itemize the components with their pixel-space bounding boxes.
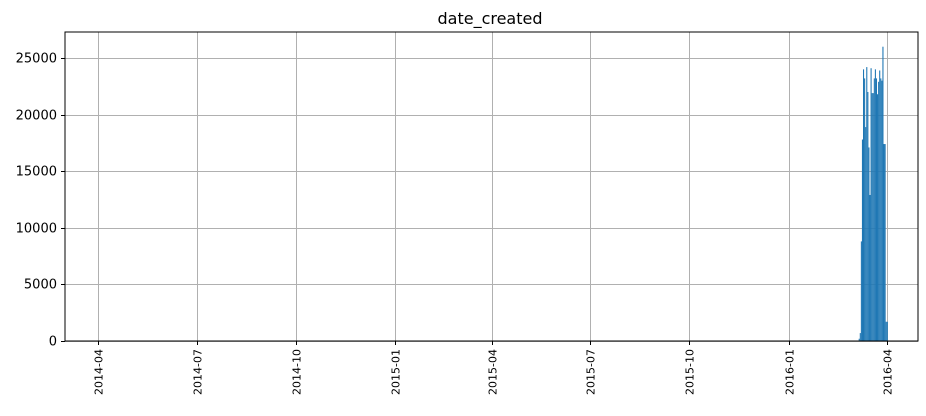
histogram-bar — [879, 70, 880, 341]
histogram-bar — [877, 94, 878, 341]
histogram-bar — [873, 93, 874, 341]
axes-layer: 2014-04 2014-07 2014-10 2015-01 2015-04 2015-… — [16, 52, 895, 395]
histogram-bar — [860, 333, 861, 341]
chart-title: date_created — [437, 9, 542, 29]
histogram-bar — [876, 78, 877, 341]
histogram-bar — [886, 322, 887, 341]
x-tick-label: 2016-04 — [882, 349, 895, 395]
histogram-bar — [862, 140, 863, 341]
x-tick-label: 2014-04 — [93, 349, 106, 395]
x-tick-label: 2014-07 — [192, 349, 205, 395]
bars-layer — [858, 47, 888, 341]
histogram-bar — [869, 195, 870, 341]
plot-frame — [65, 32, 918, 341]
histogram-bar — [875, 69, 876, 341]
x-tick-label: 2015-07 — [585, 349, 598, 395]
x-tick-label: 2015-10 — [684, 349, 697, 395]
histogram-bar — [878, 82, 879, 341]
y-tick-label: 0 — [49, 335, 57, 350]
histogram-bar — [864, 78, 865, 341]
y-tick-label: 15000 — [16, 165, 57, 180]
histogram-bar — [880, 78, 881, 341]
histogram-bar — [866, 67, 867, 341]
histogram-bar — [867, 92, 868, 341]
y-tick-label: 20000 — [16, 109, 57, 124]
histogram-bar — [883, 144, 884, 341]
histogram-bar — [871, 68, 872, 341]
x-tick-label: 2016-01 — [784, 349, 797, 395]
y-tick-label: 25000 — [16, 52, 57, 67]
histogram-bar — [881, 81, 882, 341]
histogram-bar — [861, 241, 862, 341]
x-tick-label: 2015-04 — [487, 349, 500, 395]
histogram-bar — [863, 69, 864, 341]
histogram-bar — [868, 147, 869, 341]
x-tick-label: 2014-10 — [291, 349, 304, 395]
histogram-bar — [887, 322, 888, 341]
y-tick-label: 10000 — [16, 222, 57, 237]
x-tick-label: 2015-01 — [390, 349, 403, 395]
y-tick-label: 5000 — [24, 278, 57, 293]
histogram-bar — [885, 144, 886, 341]
histogram-bar — [872, 93, 873, 341]
grid-layer — [65, 32, 918, 342]
histogram-bar — [874, 78, 875, 341]
histogram-bar — [865, 127, 866, 341]
histogram-bar — [882, 47, 883, 341]
